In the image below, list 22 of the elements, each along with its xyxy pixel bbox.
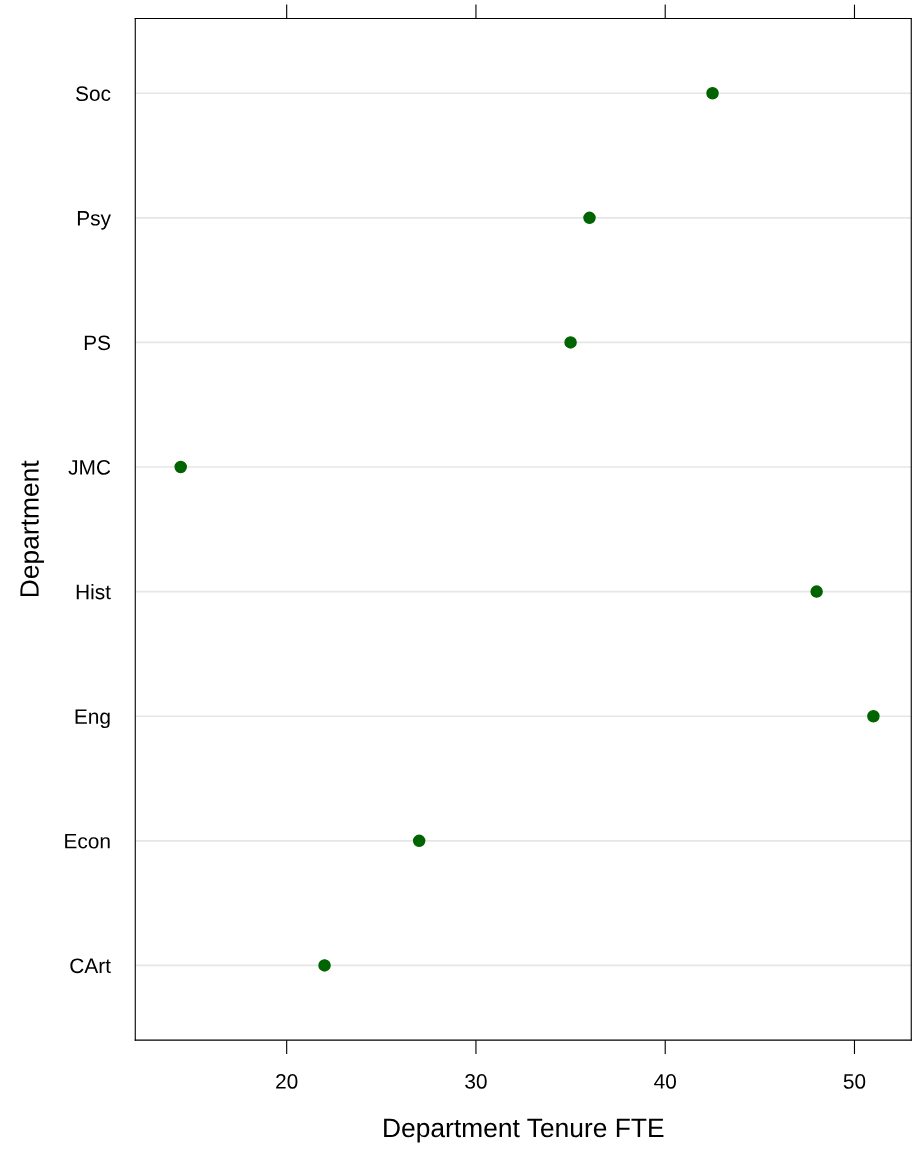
point — [174, 460, 187, 474]
point — [412, 834, 426, 848]
x-axis-title: Department Tenure FTE — [384, 1118, 664, 1143]
y-tick-label: Econ — [65, 834, 110, 849]
y-tick-label: Hist — [76, 584, 111, 600]
y-tick-label: PS — [84, 335, 111, 351]
y-tick-label: Eng — [75, 709, 110, 729]
point — [564, 336, 577, 349]
point — [810, 585, 823, 598]
x-tick-label: 40 — [654, 1074, 676, 1089]
y-axis-title: Department — [20, 460, 45, 597]
point — [867, 709, 880, 723]
x-tick-label: 20 — [276, 1074, 298, 1089]
point — [318, 959, 331, 972]
x-tick-label: 30 — [465, 1074, 487, 1089]
y-tick-label: CArt — [70, 958, 111, 974]
point — [583, 211, 596, 225]
y-tick-label: Psy — [77, 211, 111, 230]
point — [706, 87, 719, 100]
y-tick-label: JMC — [68, 460, 111, 475]
x-tick-label: 50 — [843, 1074, 866, 1089]
y-tick-label: Soc — [76, 86, 111, 102]
